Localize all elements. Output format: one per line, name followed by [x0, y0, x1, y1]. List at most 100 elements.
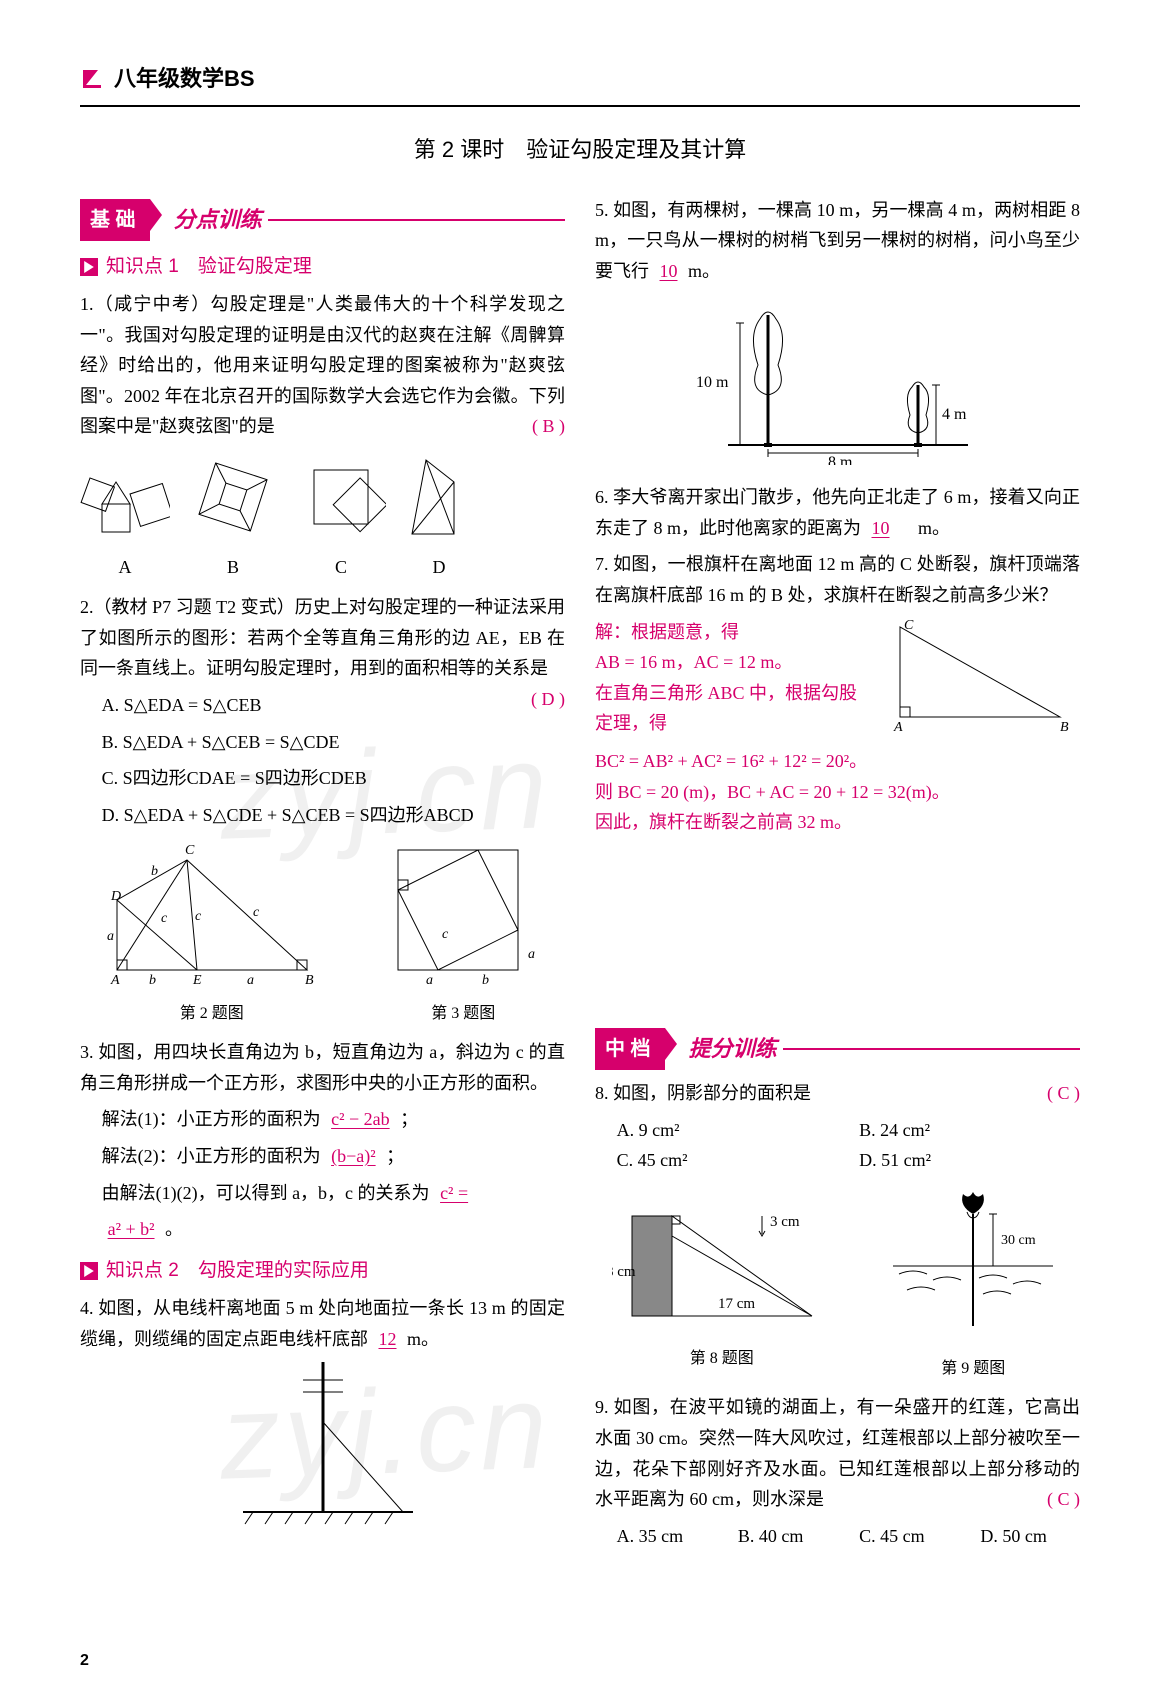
ribbon-line-2: [783, 1048, 1080, 1050]
q2-opt-d: D. S△EDA + S△CDE + S△CEB = S四边形ABCD: [80, 800, 565, 831]
grade-title: 八年级数学BS: [114, 60, 255, 97]
left-column: 基 础 分点训练 知识点 1 验证勾股定理 1.（咸宁中考）勾股定理是"人类最伟…: [80, 189, 565, 1558]
q7-s1: 解：根据题意，得: [595, 617, 868, 648]
q3-ans3a: c² =: [434, 1183, 474, 1203]
q7-s6: 因此，旗杆在断裂之前高 32 m。: [595, 807, 1080, 838]
kp2-label: 知识点 2 勾股定理的实际应用: [106, 1255, 369, 1287]
knowledge-point-1: 知识点 1 验证勾股定理: [80, 251, 565, 283]
content-columns: 基 础 分点训练 知识点 1 验证勾股定理 1.（咸宁中考）勾股定理是"人类最伟…: [80, 189, 1080, 1558]
q3-line1: 解法(1)：小正方形的面积为 c² − 2ab ；: [80, 1104, 565, 1135]
q2-opt-c: C. S四边形CDAE = S四边形CDEB: [80, 763, 565, 794]
ribbon-text-basic: 分点训练: [174, 201, 262, 238]
svg-text:E: E: [192, 973, 202, 988]
q3-dot: 。: [165, 1219, 183, 1239]
q7-s2: AB = 16 m，AC = 12 m。: [595, 647, 868, 678]
q9-a: A. 35 cm: [595, 1521, 716, 1552]
knowledge-point-2: 知识点 2 勾股定理的实际应用: [80, 1255, 565, 1287]
svg-text:a: a: [426, 973, 433, 988]
ribbon-box-mid: 中 档: [595, 1028, 665, 1070]
q3-l1: 解法(1)：小正方形的面积为: [102, 1109, 321, 1129]
q9-text: 9. 如图，在波平如镜的湖面上，有一朵盛开的红莲，它高出水面 30 cm。突然一…: [595, 1397, 1080, 1509]
q7-s3: 在直角三角形 ABC 中，根据勾股定理，得: [595, 678, 868, 739]
q9-answer: ( C ): [1047, 1484, 1080, 1515]
q8-figures: 3 cm 17 cm 8 cm 第 8 题图: [595, 1186, 1080, 1383]
q8-answer: ( C ): [1047, 1078, 1080, 1109]
q8-text: 8. 如图，阴影部分的面积是: [595, 1083, 811, 1103]
q5-unit: m。: [688, 261, 720, 281]
q4-unit: m。: [407, 1329, 439, 1349]
page-header: 八年级数学BS: [80, 60, 1080, 97]
svg-text:b: b: [151, 864, 158, 879]
svg-text:30 cm: 30 cm: [1001, 1233, 1036, 1248]
header-rule: [80, 105, 1080, 107]
q4-figure: [80, 1362, 565, 1542]
ribbon-box-basic: 基 础: [80, 199, 150, 241]
q7-figure: A B C: [880, 617, 1080, 747]
svg-text:c: c: [442, 927, 449, 942]
play-icon-2: [80, 1262, 98, 1280]
svg-text:8 m: 8 m: [828, 454, 853, 465]
logo-icon: [80, 67, 104, 91]
q2-figure: D C A E B a b b a c c c 第 2 题图: [107, 840, 317, 1027]
q4-text: 4. 如图，从电线杆离地面 5 m 处向地面拉一条长 13 m 的固定缆绳，则缆…: [80, 1298, 565, 1349]
play-icon: [80, 258, 98, 276]
question-8: 8. 如图，阴影部分的面积是 ( C ): [595, 1078, 1080, 1109]
q1-opt-d: D: [404, 552, 474, 583]
q2-figures: D C A E B a b b a c c c 第 2 题图: [80, 840, 565, 1027]
svg-text:a: a: [247, 973, 254, 988]
q3-figure: c a a b 第 3 题图: [388, 840, 538, 1027]
svg-text:D: D: [110, 889, 121, 904]
right-column: 5. 如图，有两棵树，一棵高 10 m，另一棵高 4 m，两树相距 8 m，一只…: [595, 189, 1080, 1558]
question-5: 5. 如图，有两棵树，一棵高 10 m，另一棵高 4 m，两树相距 8 m，一只…: [595, 195, 1080, 287]
q1-text: 1.（咸宁中考）勾股定理是"人类最伟大的十个科学发现之一"。我国对勾股定理的证明…: [80, 294, 565, 436]
svg-text:17 cm: 17 cm: [718, 1296, 755, 1312]
q1-opt-a: A: [80, 552, 170, 583]
question-9: 9. 如图，在波平如镜的湖面上，有一朵盛开的红莲，它高出水面 30 cm。突然一…: [595, 1392, 1080, 1514]
svg-text:4 m: 4 m: [942, 406, 967, 423]
svg-text:8 cm: 8 cm: [612, 1264, 636, 1280]
question-1: 1.（咸宁中考）勾股定理是"人类最伟大的十个科学发现之一"。我国对勾股定理的证明…: [80, 289, 565, 442]
q1-opt-b: B: [188, 552, 278, 583]
q9-d: D. 50 cm: [959, 1521, 1080, 1552]
q3-semi2: ；: [386, 1146, 404, 1166]
q9-b: B. 40 cm: [716, 1521, 837, 1552]
section-mid-ribbon: 中 档 提分训练: [595, 1028, 1080, 1070]
q3-ans3b: a² + b²: [102, 1219, 161, 1239]
q7-s4: BC² = AB² + AC² = 16² + 12² = 20²。: [595, 746, 1080, 777]
q8-c: C. 45 cm²: [595, 1145, 838, 1176]
q3-l3: 由解法(1)(2)，可以得到 a，b，c 的关系为: [102, 1183, 430, 1203]
question-2: 2.（教材 P7 习题 T2 变式）历史上对勾股定理的一种证法采用了如图所示的图…: [80, 592, 565, 684]
q1-answer: ( B ): [532, 411, 565, 442]
q1-fig-b: B: [188, 452, 278, 582]
q2-cap: 第 2 题图: [107, 1000, 317, 1027]
kp1-label: 知识点 1 验证勾股定理: [106, 251, 312, 283]
q9-c: C. 45 cm: [838, 1521, 959, 1552]
svg-text:C: C: [185, 843, 195, 858]
q7-s5: 则 BC = 20 (m)，BC + AC = 20 + 12 = 32(m)。: [595, 777, 1080, 808]
page-number: 2: [80, 1647, 89, 1674]
ribbon-text-mid: 提分训练: [689, 1030, 777, 1067]
q9-options: A. 35 cm B. 40 cm C. 45 cm D. 50 cm: [595, 1521, 1080, 1552]
svg-text:A: A: [893, 720, 903, 735]
svg-text:a: a: [528, 947, 535, 962]
q4-ans: 12: [373, 1329, 403, 1349]
q9-figure: 30 cm 第 9 题图: [883, 1186, 1063, 1383]
svg-text:c: c: [195, 909, 202, 924]
q8-figure: 3 cm 17 cm 8 cm 第 8 题图: [612, 1186, 832, 1383]
q3-line3: 由解法(1)(2)，可以得到 a，b，c 的关系为 c² =: [80, 1178, 565, 1209]
q3-line2: 解法(2)：小正方形的面积为 (b−a)² ；: [80, 1141, 565, 1172]
q2-opt-a: A. S△EDA = S△CEB: [80, 690, 565, 721]
svg-text:B: B: [305, 973, 314, 988]
q8-b: B. 24 cm²: [838, 1115, 1081, 1146]
q3-ans2: (b−a)²: [325, 1146, 382, 1166]
svg-text:3 cm: 3 cm: [770, 1214, 800, 1230]
q3-cap: 第 3 题图: [388, 1000, 538, 1027]
q7-row: 解：根据题意，得 AB = 16 m，AC = 12 m。 在直角三角形 ABC…: [595, 617, 1080, 747]
svg-text:C: C: [904, 618, 914, 633]
q1-figures: A B C: [80, 452, 565, 582]
q6-text: 6. 李大爷离开家出门散步，他先向正北走了 6 m，接着又向正东走了 8 m，此…: [595, 487, 1080, 538]
section-basic-ribbon: 基 础 分点训练: [80, 199, 565, 241]
q3-semi1: ；: [400, 1109, 418, 1129]
q6-ans: 10: [866, 518, 896, 538]
q3-ans1: c² − 2ab: [325, 1109, 396, 1129]
